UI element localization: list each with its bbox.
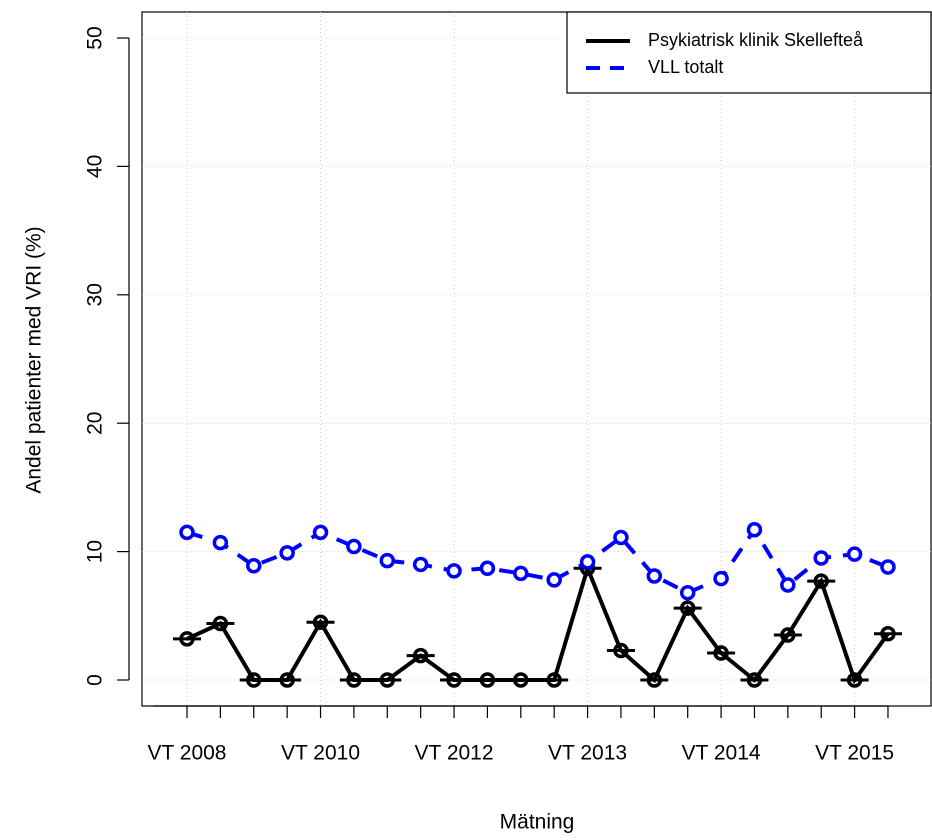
x-tick-label: VT 2013 xyxy=(548,742,627,765)
point xyxy=(312,614,329,630)
point xyxy=(179,631,195,647)
y-tick-label: 40 xyxy=(84,155,107,178)
point xyxy=(412,556,429,573)
point xyxy=(846,672,863,688)
point xyxy=(780,577,796,593)
x-tick-label: VT 2012 xyxy=(415,742,494,765)
point xyxy=(379,552,396,569)
point xyxy=(379,672,396,688)
point xyxy=(279,672,295,688)
point xyxy=(880,626,896,642)
point xyxy=(646,568,663,584)
y-tick-label: 30 xyxy=(84,283,107,306)
legend-box xyxy=(566,11,932,94)
x-axis-label: Mätning xyxy=(500,811,575,834)
y-tick-label: 0 xyxy=(84,674,107,686)
series-line xyxy=(186,562,890,685)
plot-frame xyxy=(141,11,932,707)
point xyxy=(613,642,629,659)
series-line xyxy=(186,526,889,595)
point xyxy=(613,529,629,546)
point xyxy=(679,584,696,601)
x-tick-label: VT 2015 xyxy=(815,742,894,765)
point xyxy=(513,672,529,688)
point xyxy=(746,672,763,688)
point xyxy=(546,672,562,688)
point xyxy=(346,672,362,688)
legend-label: Psykiatrisk klinik Skellefteå xyxy=(648,30,864,50)
x-tick-label: VT 2008 xyxy=(147,742,226,765)
point xyxy=(412,647,429,664)
point xyxy=(579,554,596,570)
point xyxy=(713,645,729,661)
point xyxy=(446,563,462,579)
point xyxy=(546,572,562,588)
point xyxy=(479,560,496,577)
point xyxy=(246,557,262,574)
legend-label: VLL totalt xyxy=(648,57,723,77)
x-tick-label: VT 2010 xyxy=(281,742,360,765)
point xyxy=(813,573,829,589)
point xyxy=(880,559,896,575)
y-axis-label: Andel patienter med VRI (%) xyxy=(23,226,46,493)
point xyxy=(846,546,863,562)
point xyxy=(713,570,729,587)
point xyxy=(212,534,229,551)
point xyxy=(813,550,829,566)
point xyxy=(346,538,362,555)
x-tick-label: VT 2014 xyxy=(682,742,761,765)
point xyxy=(279,545,295,561)
point xyxy=(679,600,696,616)
point xyxy=(513,565,529,582)
y-tick-label: 10 xyxy=(84,540,107,563)
point xyxy=(479,672,496,688)
point xyxy=(780,627,796,643)
y-tick-label: 50 xyxy=(84,26,107,49)
point xyxy=(179,524,195,541)
point xyxy=(246,672,262,688)
y-tick-label: 20 xyxy=(84,412,107,435)
point xyxy=(312,524,329,541)
point xyxy=(746,522,763,538)
point xyxy=(446,672,462,688)
point xyxy=(646,672,663,688)
point xyxy=(212,615,229,632)
